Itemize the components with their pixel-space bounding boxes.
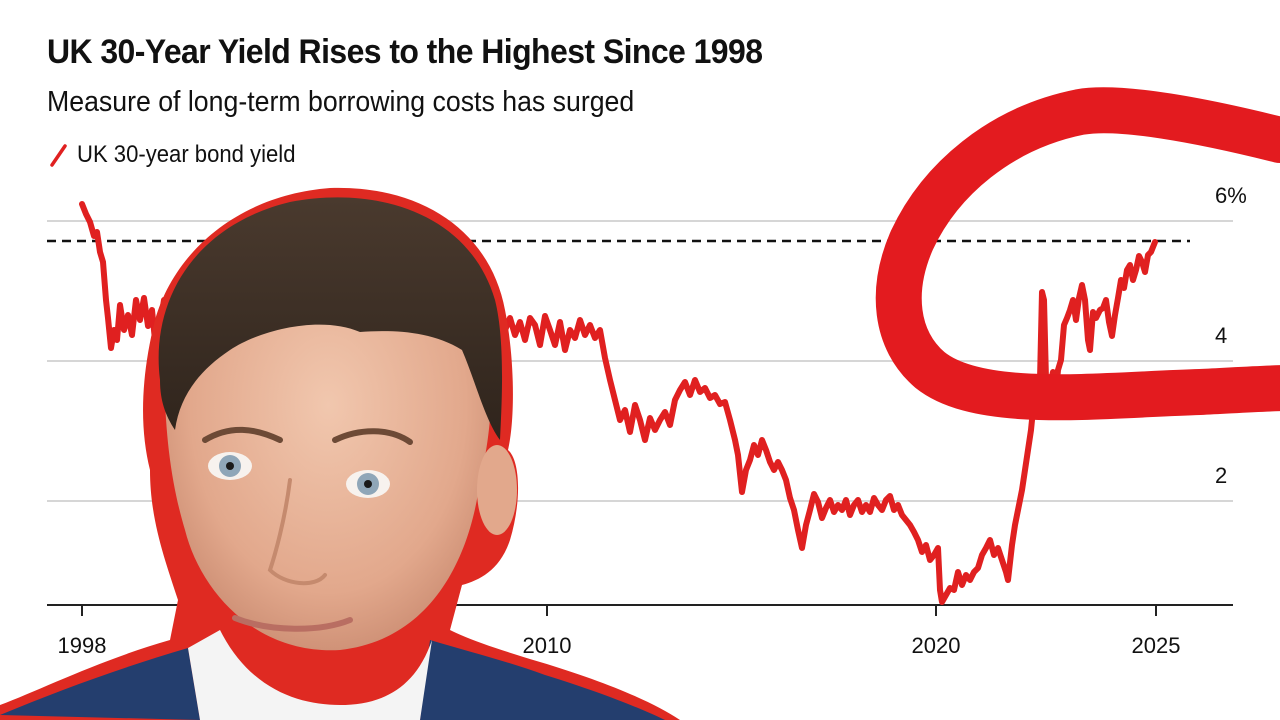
chart-subtitle: Measure of long-term borrowing costs has… <box>47 86 635 118</box>
legend-label: UK 30-year bond yield <box>77 141 296 168</box>
eyebrow-right <box>332 428 413 445</box>
y-tick-label-4: 4 <box>1215 323 1228 348</box>
x-tick-label-2025: 2025 <box>1131 633 1181 658</box>
chart-title: UK 30-Year Yield Rises to the Highest Si… <box>47 33 763 71</box>
y-tick-label-2: 2 <box>1215 463 1228 488</box>
nose <box>267 478 327 586</box>
highlight-circle-annotation <box>875 87 1280 421</box>
eyebrow-left <box>202 426 283 443</box>
x-tick-label-2010: 2010 <box>522 633 572 658</box>
suit-jacket <box>0 640 665 720</box>
y-tick-label-6: 6% <box>1215 183 1247 208</box>
diagonal-line-icon <box>50 144 67 167</box>
x-tick-label-1998: 1998 <box>57 633 107 658</box>
mouth <box>232 615 353 632</box>
pupil-right <box>364 480 372 488</box>
pupil-left <box>226 462 234 470</box>
legend: UK 30-year bond yield <box>47 141 314 169</box>
ear-right <box>477 445 517 535</box>
hair <box>158 197 503 440</box>
shirt-collar <box>188 630 432 720</box>
yield-series-line <box>79 201 1158 605</box>
x-tick-label-2020: 2020 <box>911 633 961 658</box>
